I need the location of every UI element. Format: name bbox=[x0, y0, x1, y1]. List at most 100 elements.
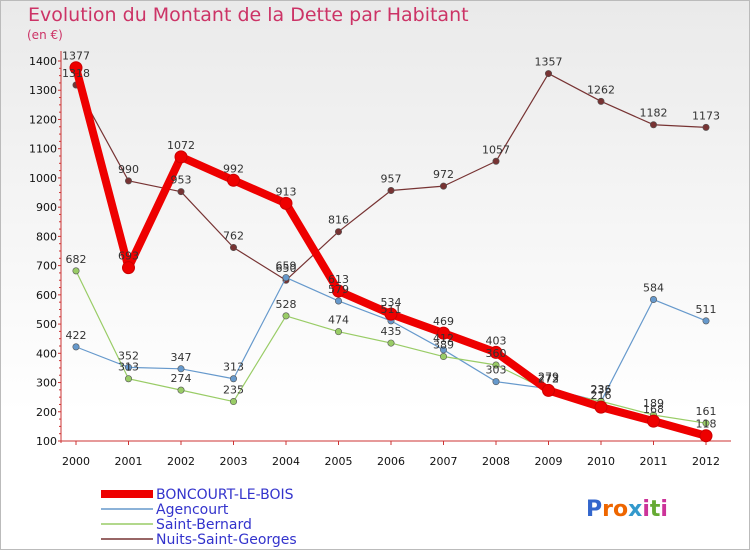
x-tick-label: 2003 bbox=[220, 455, 248, 468]
data-point bbox=[489, 345, 503, 359]
data-label: 762 bbox=[223, 229, 244, 242]
data-label: 189 bbox=[643, 397, 664, 410]
data-point bbox=[702, 317, 710, 325]
data-point bbox=[122, 261, 135, 275]
data-label: 511 bbox=[696, 303, 717, 316]
data-point bbox=[594, 400, 608, 414]
data-label: 816 bbox=[328, 214, 349, 227]
y-tick-label: 200 bbox=[36, 406, 57, 419]
y-tick-label: 600 bbox=[36, 289, 57, 302]
legend-label: Nuits-Saint-Georges bbox=[156, 532, 297, 548]
data-label: 272 bbox=[538, 373, 559, 386]
legend-label: Saint-Bernard bbox=[156, 517, 252, 533]
data-label: 534 bbox=[381, 296, 402, 309]
data-label: 352 bbox=[118, 349, 139, 362]
data-point bbox=[177, 386, 185, 394]
x-tick-label: 2007 bbox=[430, 455, 458, 468]
data-label: 528 bbox=[276, 298, 297, 311]
data-point bbox=[334, 328, 342, 336]
data-point bbox=[384, 307, 398, 321]
data-label: 118 bbox=[696, 418, 717, 431]
data-point bbox=[230, 398, 238, 406]
data-label: 347 bbox=[171, 351, 192, 364]
data-point bbox=[227, 173, 240, 187]
y-tick-label: 400 bbox=[36, 347, 57, 360]
data-point bbox=[699, 429, 713, 443]
data-label: 236 bbox=[591, 383, 612, 396]
y-tick-label: 100 bbox=[36, 435, 57, 448]
x-tick-label: 2006 bbox=[377, 455, 405, 468]
data-label: 613 bbox=[328, 273, 349, 286]
unit-label: (en €) bbox=[27, 28, 63, 42]
data-point bbox=[439, 353, 447, 361]
data-point bbox=[387, 339, 395, 347]
data-point bbox=[72, 343, 80, 351]
data-label: 235 bbox=[591, 384, 612, 397]
data-point bbox=[702, 419, 710, 427]
x-tick-label: 2002 bbox=[167, 455, 195, 468]
y-tick-label: 700 bbox=[36, 260, 57, 273]
y-tick-label: 1000 bbox=[29, 172, 57, 185]
data-label: 403 bbox=[486, 334, 507, 347]
x-tick-label: 2010 bbox=[587, 455, 615, 468]
data-label: 279 bbox=[538, 371, 559, 384]
data-label: 992 bbox=[223, 162, 244, 175]
data-point bbox=[177, 188, 185, 196]
y-tick-label: 1200 bbox=[29, 113, 57, 126]
data-label: 313 bbox=[118, 361, 139, 374]
data-label: 1072 bbox=[167, 139, 195, 152]
data-label: 274 bbox=[171, 372, 192, 385]
data-label: 313 bbox=[223, 361, 244, 374]
data-label: 360 bbox=[486, 347, 507, 360]
chart-title: Evolution du Montant de la Dette par Hab… bbox=[28, 4, 469, 26]
data-label: 1262 bbox=[587, 83, 615, 96]
data-label: 913 bbox=[276, 185, 297, 198]
x-tick-label: 2008 bbox=[482, 455, 510, 468]
data-label: 389 bbox=[433, 339, 454, 352]
data-point bbox=[174, 150, 188, 164]
data-point bbox=[437, 326, 450, 340]
data-point bbox=[702, 123, 710, 131]
data-label: 273 bbox=[538, 372, 559, 385]
data-point bbox=[439, 182, 447, 190]
data-label: 693 bbox=[118, 250, 139, 263]
data-point bbox=[177, 365, 185, 373]
data-point bbox=[492, 378, 500, 386]
data-label: 972 bbox=[433, 168, 454, 181]
data-label: 953 bbox=[171, 174, 192, 187]
data-point bbox=[387, 186, 395, 194]
data-point bbox=[597, 97, 605, 105]
x-tick-label: 2009 bbox=[535, 455, 563, 468]
data-point bbox=[69, 61, 83, 75]
data-point bbox=[542, 383, 555, 397]
y-tick-label: 500 bbox=[36, 318, 57, 331]
data-point bbox=[334, 228, 342, 236]
data-point bbox=[282, 312, 290, 320]
data-label: 1173 bbox=[692, 109, 720, 122]
x-tick-label: 2012 bbox=[692, 455, 720, 468]
data-label: 511 bbox=[381, 303, 402, 316]
data-point bbox=[649, 296, 657, 304]
data-point bbox=[125, 177, 133, 185]
x-tick-label: 2001 bbox=[115, 455, 143, 468]
x-tick-label: 2000 bbox=[62, 455, 90, 468]
data-label: 659 bbox=[276, 260, 297, 273]
data-label: 161 bbox=[696, 405, 717, 418]
y-tick-label: 1300 bbox=[29, 84, 57, 97]
series-line bbox=[75, 270, 707, 424]
x-tick-label: 2005 bbox=[325, 455, 353, 468]
data-point bbox=[334, 297, 342, 305]
data-label: 1357 bbox=[535, 56, 563, 69]
legend-label: BONCOURT-LE-BOIS bbox=[156, 487, 294, 503]
y-tick-label: 1400 bbox=[29, 55, 57, 68]
data-point bbox=[125, 363, 133, 371]
data-point bbox=[125, 375, 133, 383]
data-label: 584 bbox=[643, 282, 664, 295]
data-point bbox=[230, 375, 238, 383]
data-point bbox=[230, 243, 238, 251]
data-point bbox=[332, 284, 345, 298]
data-point bbox=[72, 267, 80, 275]
y-tick-label: 1100 bbox=[29, 143, 57, 156]
